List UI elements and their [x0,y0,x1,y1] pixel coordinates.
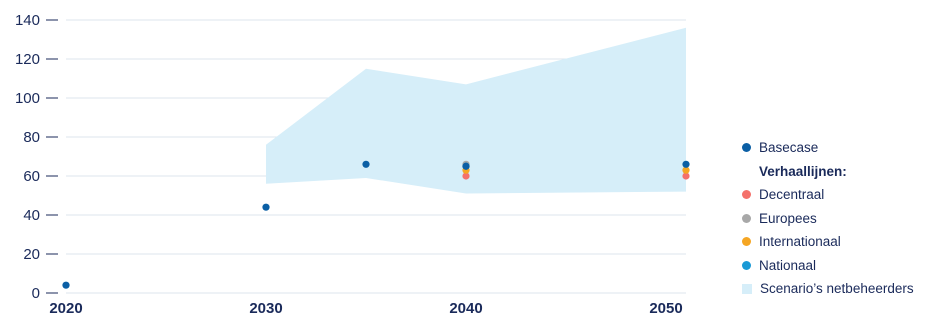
y-tick-label-100: 100 [15,90,40,107]
point-basecase-2040 [462,162,470,170]
scenario-band [266,27,686,194]
legend-marker-nationaal [742,260,751,270]
legend-item-nationaal: Nationaal [742,254,914,278]
x-tick-label-2030: 2030 [249,300,282,317]
legend-label-europees: Europees [759,210,817,226]
y-tick-label-20: 20 [23,246,40,263]
y-tick-label-0: 0 [32,285,40,302]
legend-label-decentraal: Decentraal [759,187,825,203]
legend: Basecase Verhaallijnen: Decentraal Europ… [742,136,914,301]
y-tick-label-120: 120 [15,51,40,68]
legend-heading: Verhaallijnen: [759,163,847,179]
y-tick-label-40: 40 [23,207,40,224]
legend-item-europees: Europees [742,207,914,231]
point-decentraal-2051 [682,172,690,180]
point-basecase-2035 [362,160,370,168]
legend-label-internationaal: Internationaal [759,234,841,250]
point-basecase-2051 [682,160,690,168]
y-tick-label-80: 80 [23,129,40,146]
legend-marker-decentraal [742,190,751,200]
legend-label-nationaal: Nationaal [759,257,817,273]
legend-marker-europees [742,213,751,223]
legend-item-scenarios-netbeheerders: Scenario’s netbeheerders [742,277,914,301]
y-tick-label-60: 60 [23,168,40,185]
point-basecase-2030 [262,203,270,211]
legend-marker-internationaal [742,237,751,247]
legend-label-scenarios-netbeheerders: Scenario’s netbeheerders [760,281,914,297]
x-tick-label-2040: 2040 [449,300,482,317]
legend-item-internationaal: Internationaal [742,230,914,254]
legend-marker-basecase [742,143,751,153]
x-tick-label-2050: 2050 [649,300,682,317]
legend-item-basecase: Basecase [742,136,914,160]
legend-item-decentraal: Decentraal [742,183,914,207]
point-decentraal-2040 [462,172,470,180]
point-internationaal-2051 [682,166,690,174]
legend-label-basecase: Basecase [759,140,819,156]
point-basecase-2020 [62,281,70,289]
x-tick-label-2020: 2020 [49,300,82,317]
y-tick-label-140: 140 [15,12,40,29]
legend-marker-scenarios-netbeheerders [742,283,752,294]
